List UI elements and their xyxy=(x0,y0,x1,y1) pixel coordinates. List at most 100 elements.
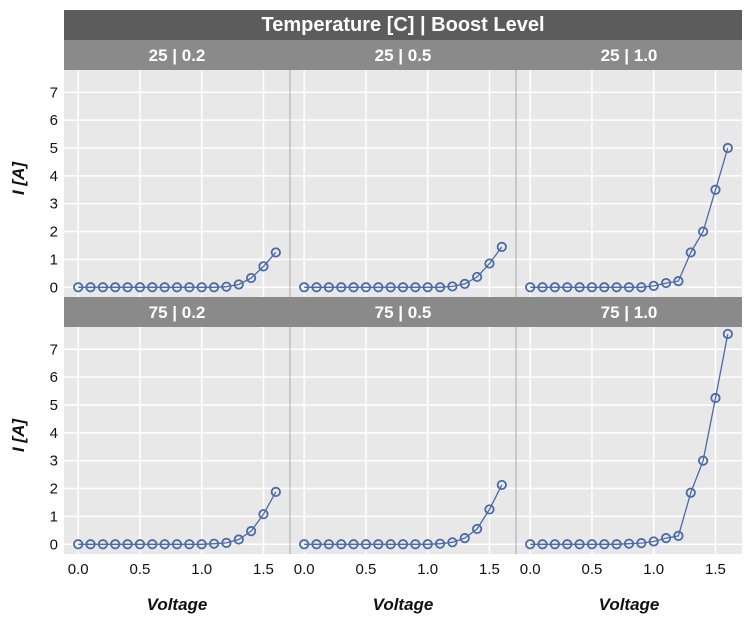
data-point xyxy=(311,282,322,293)
facet-strip-bg xyxy=(290,297,516,327)
y-axis-labels: I [A] I [A] xyxy=(9,161,28,452)
data-point xyxy=(221,281,232,292)
data-point xyxy=(660,277,672,289)
y-tick-label: 1 xyxy=(50,508,58,525)
data-point xyxy=(208,538,220,549)
facet-panel: 75 | 1.0 0.0 0.5 1.0 1.5 xyxy=(515,297,742,578)
data-point xyxy=(208,282,220,293)
data-point xyxy=(434,538,446,549)
data-point xyxy=(233,279,244,290)
data-point xyxy=(484,258,495,269)
data-point xyxy=(270,247,281,258)
data-point xyxy=(562,539,573,550)
data-point xyxy=(110,539,121,550)
data-point xyxy=(159,539,170,550)
x-tick-label: 0.0 xyxy=(294,561,315,578)
y-tick-label: 7 xyxy=(50,84,58,101)
y-tick-label: 0 xyxy=(50,279,58,296)
data-point xyxy=(537,282,548,293)
x-tick-label: 0.5 xyxy=(582,561,603,578)
data-point xyxy=(611,539,622,550)
facet-panel: 75 | 0.5 0.0 0.5 1.0 1.5 xyxy=(289,297,516,578)
data-point xyxy=(685,247,696,258)
y-axis-label: I [A] xyxy=(9,161,28,195)
data-point xyxy=(134,539,146,550)
x-tick-label: 1.5 xyxy=(479,561,500,578)
data-point xyxy=(673,276,684,287)
data-point xyxy=(549,539,560,550)
y-tick-label: 0 xyxy=(50,536,58,553)
facet-panel: 25 | 0.2 0 1 2 3 4 5 6 7 xyxy=(50,40,290,297)
title-strip-bg xyxy=(64,10,742,40)
data-point xyxy=(648,536,659,547)
data-point xyxy=(134,282,146,293)
data-point xyxy=(496,241,507,252)
data-point xyxy=(221,537,232,548)
data-point xyxy=(270,486,281,497)
data-point xyxy=(373,282,384,293)
facet-strip-bg xyxy=(516,40,742,70)
data-point xyxy=(599,539,610,550)
data-point xyxy=(636,282,647,293)
x-tick-label: 0.5 xyxy=(130,561,151,578)
y-tick-label: 2 xyxy=(50,224,58,241)
facet-strip-bg xyxy=(290,40,516,70)
facet-strip-label: 25 | 0.5 xyxy=(375,46,432,65)
x-tick-label: 0.0 xyxy=(68,561,89,578)
data-point xyxy=(660,533,672,544)
x-tick-label: 0.5 xyxy=(356,561,377,578)
title-strip: Temperature [C] | Boost Level xyxy=(64,10,742,40)
data-point xyxy=(97,282,108,293)
facet-strip-label: 25 | 1.0 xyxy=(601,46,658,65)
panels: 25 | 0.2 0 1 2 3 4 5 6 7 25 | 0.5 25 | 1.0 75 | 0.2… xyxy=(50,40,742,578)
x-tick-label: 1.5 xyxy=(705,561,726,578)
data-point xyxy=(496,479,507,491)
panel-background xyxy=(64,327,290,554)
panel-background xyxy=(516,327,742,554)
data-point xyxy=(673,530,684,541)
y-tick-label: 2 xyxy=(50,481,58,498)
data-point xyxy=(97,539,108,550)
data-point xyxy=(685,487,696,498)
data-point xyxy=(73,282,84,293)
data-point xyxy=(184,282,195,293)
data-point xyxy=(459,278,470,290)
data-point xyxy=(722,142,733,154)
data-point xyxy=(422,539,433,550)
data-point xyxy=(73,539,84,550)
data-point xyxy=(447,281,458,292)
x-axis-labels: Voltage Voltage Voltage xyxy=(147,595,660,614)
data-point xyxy=(311,539,322,550)
data-point xyxy=(323,539,334,550)
data-point xyxy=(648,280,659,291)
data-point xyxy=(147,539,158,550)
data-point xyxy=(122,539,133,550)
y-tick-label: 5 xyxy=(50,397,58,414)
data-point xyxy=(537,539,548,550)
y-tick-label: 6 xyxy=(50,112,58,129)
data-point xyxy=(233,534,244,545)
facet-panel: 25 | 0.5 xyxy=(289,40,516,297)
x-axis-label: Voltage xyxy=(599,595,660,614)
data-point xyxy=(336,539,347,550)
data-point xyxy=(574,539,585,550)
y-tick-label: 4 xyxy=(50,168,58,185)
data-point xyxy=(611,282,622,293)
data-point xyxy=(360,539,372,550)
data-point xyxy=(85,282,96,293)
data-point xyxy=(623,282,635,293)
data-point xyxy=(246,526,257,537)
data-point xyxy=(258,509,269,520)
data-point xyxy=(159,282,170,293)
panel-background xyxy=(64,70,290,297)
data-point xyxy=(525,282,536,293)
data-point xyxy=(110,282,121,293)
facet-strip-bg xyxy=(516,297,742,327)
data-point xyxy=(348,539,359,550)
data-point xyxy=(373,539,384,550)
data-point xyxy=(336,282,347,293)
data-point xyxy=(710,184,721,195)
x-tick-label: 1.5 xyxy=(253,561,274,578)
data-point xyxy=(472,523,483,535)
